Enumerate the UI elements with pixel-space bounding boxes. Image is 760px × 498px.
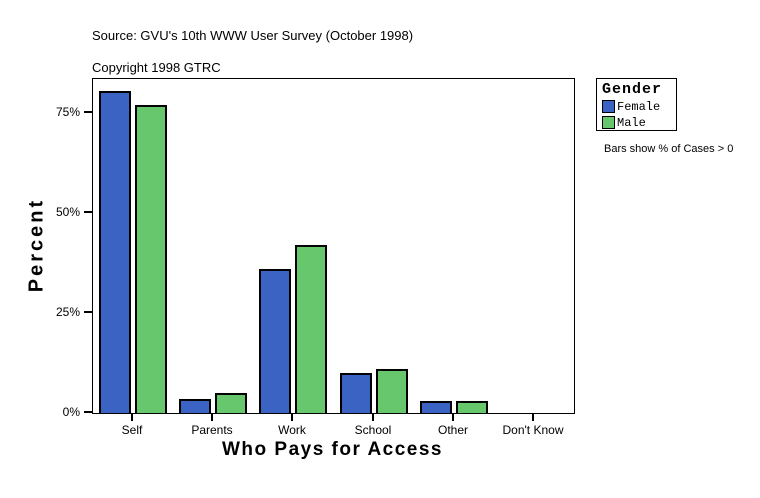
legend-entry-label: Male	[617, 115, 646, 130]
y-tick-mark	[84, 211, 92, 213]
y-tick-label: 25%	[55, 305, 80, 319]
bar-male-parents	[215, 393, 247, 413]
bar-female-parents	[179, 399, 211, 413]
legend-title: Gender	[602, 81, 663, 98]
bar-female-self	[99, 91, 131, 413]
x-tick-mark	[291, 413, 293, 421]
y-tick-mark	[84, 311, 92, 313]
legend-entry-male: Male	[602, 115, 676, 130]
legend-entry-female: Female	[602, 99, 676, 114]
copyright-caption: Copyright 1998 GTRC	[92, 60, 221, 75]
x-category-label: Don't Know	[502, 423, 564, 437]
x-tick-mark	[372, 413, 374, 421]
x-tick-mark	[211, 413, 213, 421]
bar-male-self	[135, 105, 167, 413]
cases-note: Bars show % of Cases > 0	[604, 143, 734, 155]
y-tick-label: 50%	[55, 205, 80, 219]
y-tick-label: 0%	[62, 405, 80, 419]
x-tick-mark	[131, 413, 133, 421]
plot-area	[92, 78, 575, 414]
bar-female-other	[420, 401, 452, 413]
legend-entry-label: Female	[617, 99, 661, 114]
bar-male-other	[456, 401, 488, 413]
female-swatch	[602, 100, 615, 113]
x-category-label: School	[354, 423, 392, 437]
bar-female-work	[259, 269, 291, 413]
x-tick-mark	[532, 413, 534, 421]
x-category-label: Self	[121, 423, 143, 437]
x-category-label: Work	[278, 423, 306, 437]
y-tick-mark	[84, 411, 92, 413]
bar-female-school	[340, 373, 372, 413]
x-tick-mark	[452, 413, 454, 421]
source-caption: Source: GVU's 10th WWW User Survey (Octo…	[92, 28, 414, 43]
x-category-label: Parents	[191, 423, 233, 437]
x-category-label: Other	[437, 423, 468, 437]
legend: Gender Female Male	[596, 78, 677, 131]
bar-male-work	[295, 245, 327, 413]
y-tick-mark	[84, 111, 92, 113]
x-axis-title: Who Pays for Access	[221, 439, 444, 460]
y-tick-label: 75%	[55, 105, 80, 119]
bar-male-school	[376, 369, 408, 413]
male-swatch	[602, 116, 615, 129]
